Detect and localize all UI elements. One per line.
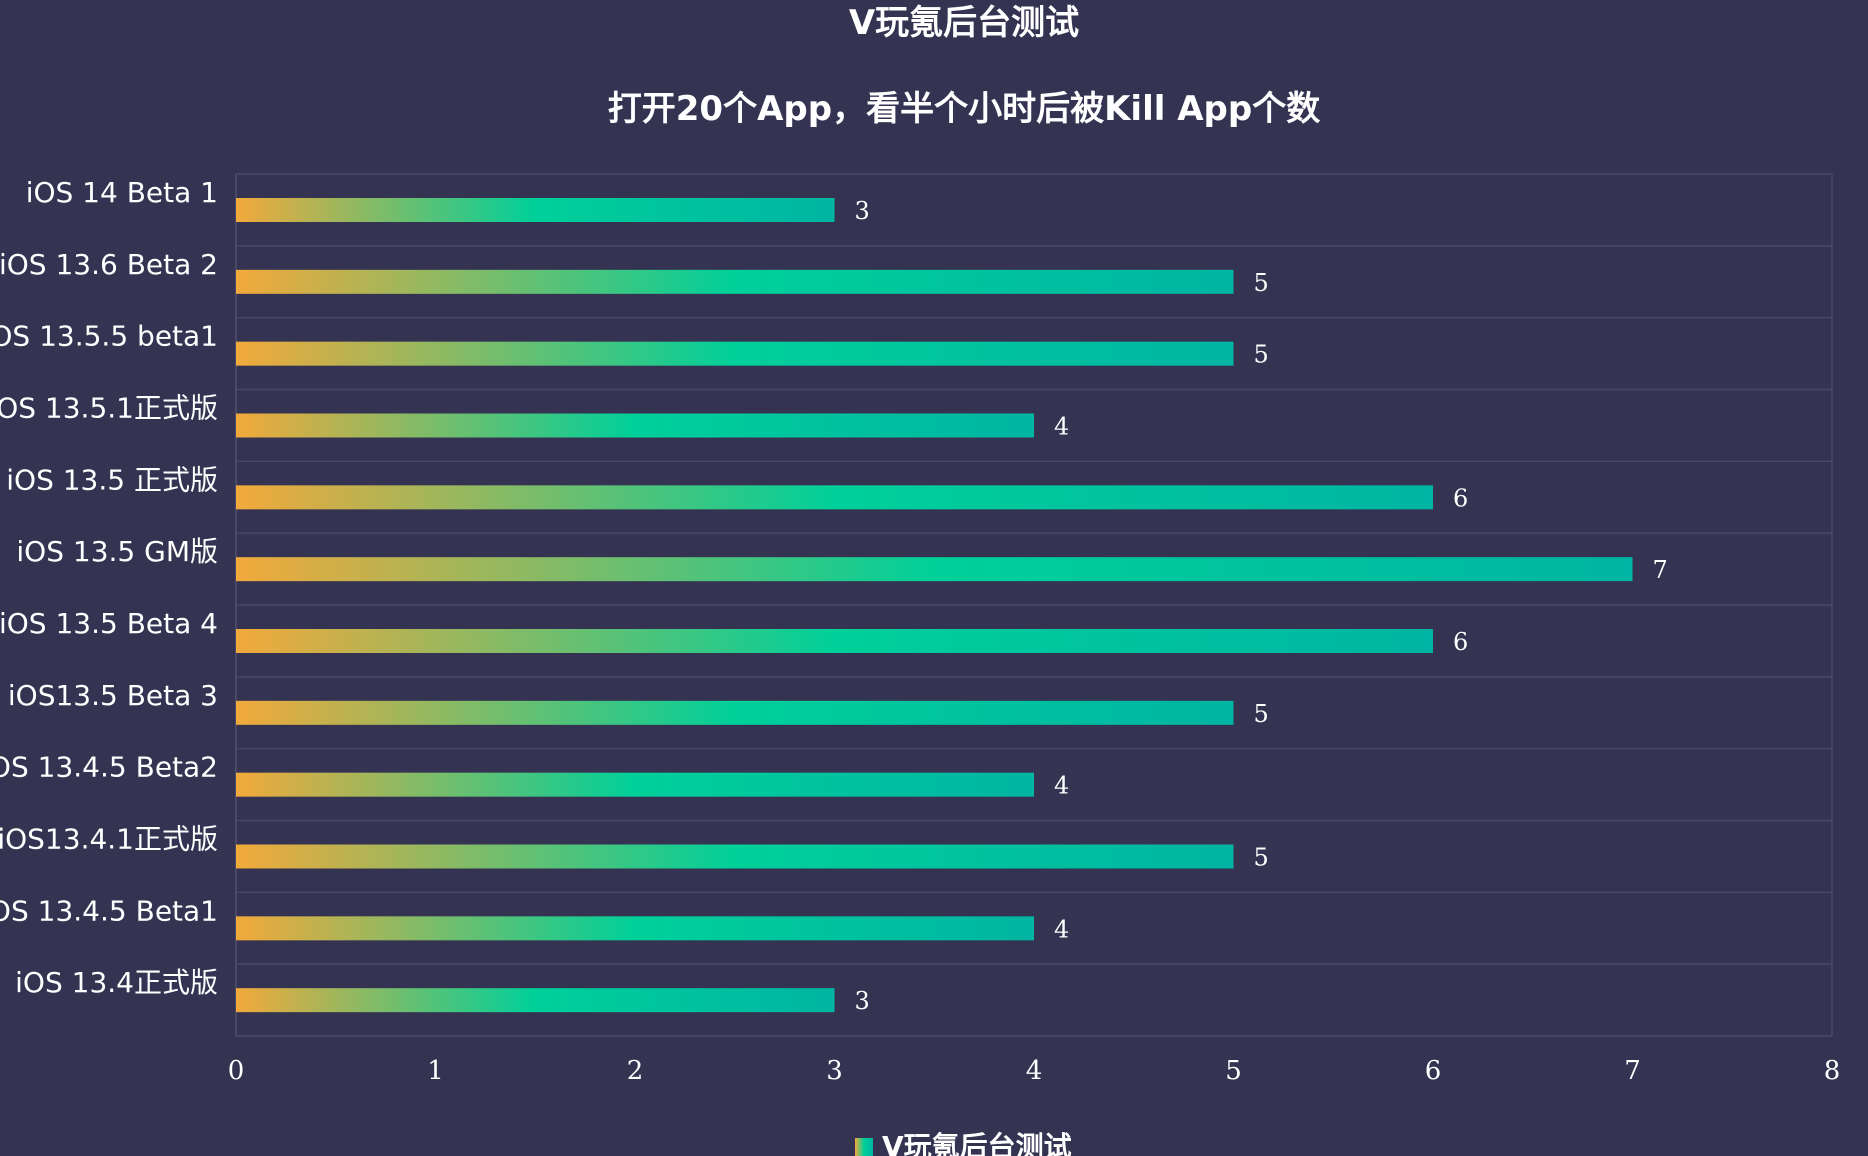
category-label: iOS13.4.1正式版	[0, 823, 218, 856]
data-label: 7	[1653, 556, 1668, 584]
x-tick-label: 0	[228, 1056, 245, 1086]
category-labels: iOS 14 Beta 1 iOS 13.6 Beta 2 iOS 13.5.5 b…	[0, 176, 218, 999]
bar[interactable]	[236, 269, 1234, 294]
x-tick-label: 5	[1225, 1056, 1242, 1086]
x-tick-label: 1	[427, 1056, 444, 1086]
category-label: iOS 13.5.5 beta1	[0, 320, 218, 353]
data-label: 4	[1054, 772, 1069, 800]
bar[interactable]	[236, 557, 1633, 582]
category-label: iOS 13.5 正式版	[6, 463, 218, 496]
x-tick-label: 8	[1824, 1056, 1841, 1086]
legend[interactable]: V玩氪后台测试	[855, 1130, 1072, 1156]
bar[interactable]	[236, 700, 1234, 725]
x-tick-label: 3	[826, 1056, 843, 1086]
data-label: 5	[1254, 844, 1269, 872]
category-label: iOS 13.4.5 Beta1	[0, 894, 218, 927]
category-label: iOS13.5 Beta 3	[8, 679, 218, 712]
category-label: iOS 13.5.1正式版	[0, 392, 218, 425]
category-label: iOS 14 Beta 1	[26, 176, 218, 209]
chart-title: V玩氪后台测试	[849, 3, 1079, 43]
legend-swatch	[855, 1138, 873, 1156]
bar[interactable]	[236, 413, 1034, 438]
bars-layer: 3 5 5 4 6 7 6 5 4 5 4 3	[236, 197, 1668, 1015]
bar[interactable]	[236, 341, 1234, 366]
x-tick-label: 4	[1026, 1056, 1043, 1086]
data-label: 5	[1254, 700, 1269, 728]
x-tick-label: 2	[627, 1056, 644, 1086]
category-label: iOS 13.5 Beta 4	[0, 607, 218, 640]
data-label: 6	[1453, 484, 1468, 512]
data-label: 5	[1254, 341, 1269, 369]
category-label: iOS 13.4正式版	[15, 966, 218, 999]
category-label: iOS 13.6 Beta 2	[0, 248, 218, 281]
bar[interactable]	[236, 629, 1433, 653]
bar[interactable]	[236, 988, 835, 1013]
category-label: iOS 13.4.5 Beta2	[0, 751, 218, 784]
data-label: 5	[1254, 269, 1269, 297]
x-axis-ticks: 0 1 2 3 4 5 6 7 8	[228, 1056, 1841, 1086]
bar[interactable]	[236, 844, 1234, 869]
x-tick-label: 6	[1425, 1056, 1442, 1086]
grid-layer	[235, 173, 1833, 1037]
category-label: iOS 13.5 GM版	[16, 535, 218, 568]
data-label: 6	[1453, 628, 1468, 656]
bar[interactable]	[236, 772, 1034, 797]
data-label: 3	[855, 197, 870, 225]
data-label: 3	[855, 987, 870, 1015]
bar[interactable]	[236, 916, 1034, 941]
bar[interactable]	[236, 198, 835, 222]
x-tick-label: 7	[1624, 1056, 1641, 1086]
data-label: 4	[1054, 413, 1069, 441]
legend-label: V玩氪后台测试	[882, 1130, 1072, 1156]
chart-subtitle: 打开20个App，看半个小时后被Kill App个数	[608, 89, 1320, 129]
bar[interactable]	[236, 485, 1433, 510]
data-label: 4	[1054, 915, 1069, 943]
